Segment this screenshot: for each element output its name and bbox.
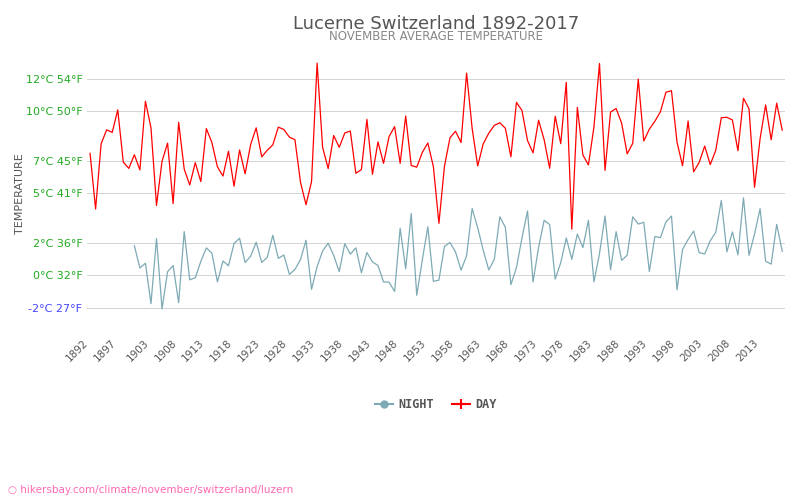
Text: NOVEMBER AVERAGE TEMPERATURE: NOVEMBER AVERAGE TEMPERATURE — [329, 30, 543, 43]
Title: Lucerne Switzerland 1892-2017: Lucerne Switzerland 1892-2017 — [293, 15, 579, 33]
Legend: NIGHT, DAY: NIGHT, DAY — [370, 394, 502, 416]
Y-axis label: TEMPERATURE: TEMPERATURE — [15, 153, 25, 234]
Text: ○ hikersbay.com/climate/november/switzerland/luzern: ○ hikersbay.com/climate/november/switzer… — [8, 485, 294, 495]
